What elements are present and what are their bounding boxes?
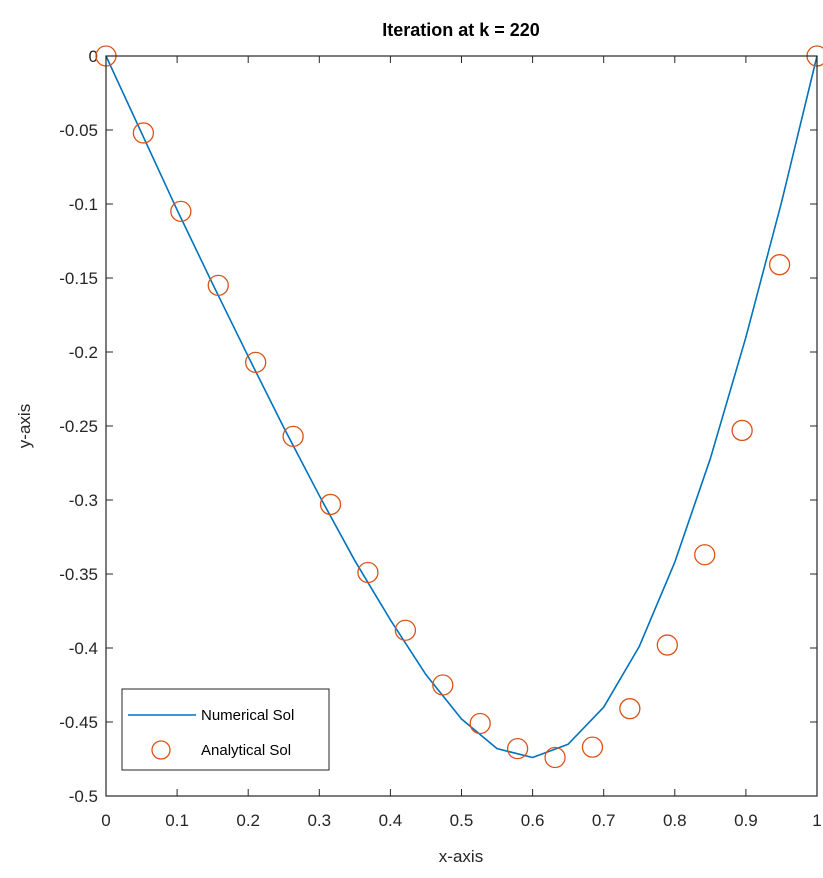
axes-layer: 0 0.1 0.2 0.3 0.4 0.5 0.6 0.7 0.8 0.9 1 0 -0.05 -0.1 -… — [59, 47, 821, 830]
analytical-point — [544, 746, 566, 769]
legend-analytical-label: Analytical Sol — [201, 742, 291, 759]
y-tick-label: -0.5 — [69, 787, 98, 806]
analytical-point — [581, 736, 604, 758]
x-tick-label: 0.4 — [379, 811, 403, 830]
y-tick-label: -0.35 — [59, 565, 98, 584]
y-tick-label: -0.1 — [69, 195, 98, 214]
analytical-point — [207, 274, 229, 297]
legend-box — [121, 688, 330, 771]
plot-frame — [105, 55, 818, 797]
analytical-point — [132, 122, 155, 144]
analytical-point — [694, 544, 716, 566]
analytical-point — [319, 493, 342, 516]
x-axis-label: x-axis — [439, 847, 483, 866]
analytical-point — [469, 712, 491, 735]
y-tick-label: -0.3 — [69, 491, 98, 510]
analytical-point — [170, 200, 192, 223]
x-tick-label: 0.3 — [307, 811, 331, 830]
analytical-point — [656, 634, 678, 656]
analytical-point — [245, 351, 267, 374]
y-tick-label: 0 — [89, 47, 98, 66]
legend: Numerical Sol Analytical Sol — [121, 688, 330, 771]
analytical-point — [432, 674, 454, 696]
x-tick-label: 0 — [101, 811, 110, 830]
plot-area — [106, 56, 817, 796]
x-tick-label: 0.9 — [734, 811, 758, 830]
chart-title: Iteration at k = 220 — [382, 20, 540, 40]
x-tick-label: 1 — [812, 811, 821, 830]
legend-analytical-swatch — [151, 740, 171, 760]
y-tick-label: -0.4 — [69, 639, 98, 658]
legend-numerical-label: Numerical Sol — [201, 707, 294, 724]
x-tick-label: 0.7 — [592, 811, 616, 830]
x-tick-label: 0.6 — [521, 811, 545, 830]
y-tick-label: -0.25 — [59, 417, 98, 436]
analytical-point — [731, 419, 753, 442]
x-tick-label: 0.5 — [450, 811, 474, 830]
y-tick-label: -0.2 — [69, 343, 98, 362]
x-tick-label: 0.1 — [165, 811, 189, 830]
analytical-point — [768, 254, 791, 276]
x-tick-label: 0.2 — [236, 811, 260, 830]
x-tick-label: 0.8 — [663, 811, 687, 830]
y-tick-label: -0.15 — [59, 269, 98, 288]
series-layer — [95, 45, 823, 769]
y-tick-label: -0.05 — [59, 121, 98, 140]
analytical-point — [357, 561, 379, 584]
analytical-point — [282, 425, 304, 448]
analytical-point — [394, 619, 417, 641]
analytical-point — [506, 737, 529, 760]
y-tick-label: -0.45 — [59, 713, 98, 732]
series-line-numerical — [105, 55, 818, 759]
analytical-point — [619, 698, 641, 720]
y-axis-label: y-axis — [15, 404, 34, 448]
